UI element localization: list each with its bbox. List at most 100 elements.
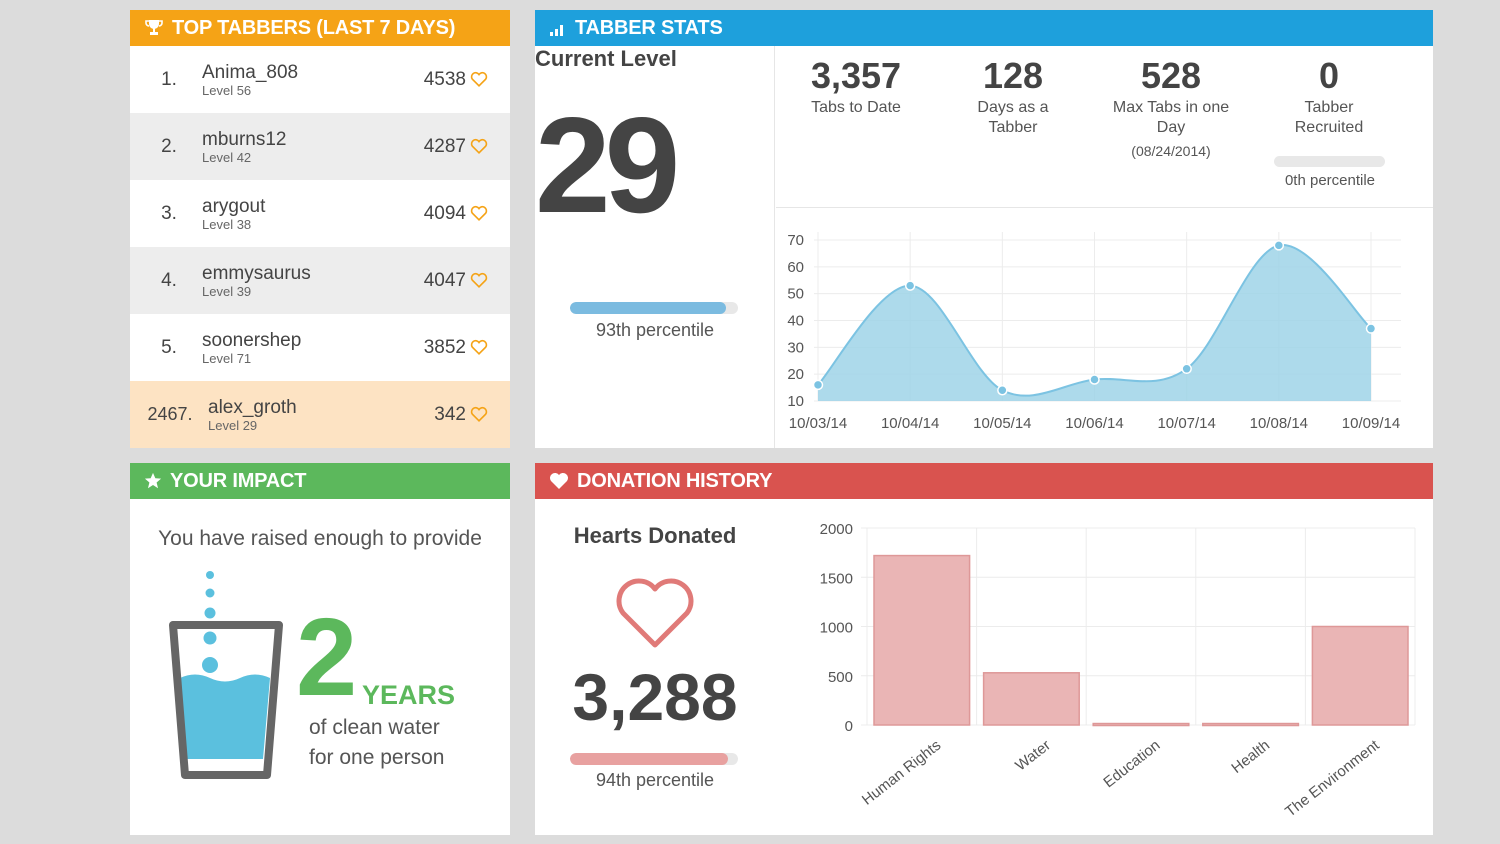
series-area	[818, 244, 1371, 401]
top-tabbers-panel: TOP TABBERS (LAST 7 DAYS) 1. Anima_808 Lev…	[130, 10, 510, 448]
x-tick-label: Human Rights	[859, 737, 944, 809]
y-tick-label: 0	[845, 718, 853, 735]
x-tick-label: 10/08/14	[1250, 415, 1308, 432]
tabber-identity: arygout Level 38	[202, 196, 424, 232]
tabber-identity: mburns12 Level 42	[202, 129, 424, 165]
bar	[1092, 722, 1190, 727]
heart-outline-icon	[470, 340, 488, 355]
donation-percentile-fill	[570, 753, 728, 765]
tabber-score: 4538	[423, 68, 466, 90]
heart-outline-icon	[470, 407, 488, 422]
y-tick-label: 60	[787, 259, 804, 276]
tabber-level: Level 42	[202, 149, 252, 165]
tabber-identity: alex_groth Level 29	[208, 397, 434, 433]
donation-percentile-label: 94th percentile	[595, 770, 715, 790]
y-tick-label: 500	[828, 669, 853, 686]
recruited-percentile-label: 0th percentile	[1284, 172, 1376, 189]
hearts-donated-label: Hearts Donated	[573, 523, 737, 548]
impact-amount: 2	[296, 596, 358, 719]
tabber-score: 4047	[423, 269, 466, 291]
bar	[1202, 722, 1300, 727]
y-tick-label: 1500	[820, 570, 853, 587]
tabber-name[interactable]: alex_groth	[208, 396, 297, 418]
tabber-stats-header: TABBER STATS	[535, 10, 1433, 46]
current-level-box	[535, 46, 775, 448]
heart-outline-icon	[616, 578, 694, 648]
y-tick-label: 30	[787, 339, 804, 356]
tabber-level: Level 56	[202, 82, 252, 98]
y-tick-label: 1000	[820, 620, 853, 637]
data-point	[1273, 240, 1285, 251]
data-point	[1365, 323, 1377, 334]
trophy-icon	[145, 20, 163, 35]
y-tick-label: 2000	[820, 521, 853, 538]
data-point	[904, 280, 916, 291]
top-tabbers-title: TOP TABBERS (LAST 7 DAYS)	[172, 17, 456, 39]
tabber-level: Level 39	[202, 283, 252, 299]
impact-line-2: for one person	[309, 746, 445, 769]
tabber-row[interactable]: 5. soonershep Level 71 3852	[130, 314, 510, 381]
water-glass-icon	[169, 571, 283, 779]
hearts-donated-value: 3,288	[572, 660, 738, 734]
y-tick-label: 10	[787, 393, 804, 410]
data-point	[1089, 374, 1100, 385]
tabber-row[interactable]: 1. Anima_808 Level 56 4538	[130, 46, 510, 113]
level-percentile-bar	[570, 302, 738, 314]
impact-unit: YEARS	[362, 680, 456, 710]
tabber-row[interactable]: 4. emmysaurus Level 39 4047	[130, 247, 510, 314]
tabber-rank: 2.	[161, 135, 177, 157]
recruited-percentile-bar	[1274, 156, 1385, 167]
your-impact-header: YOUR IMPACT	[130, 463, 510, 499]
tabber-row[interactable]: 2. mburns12 Level 42 4287	[130, 113, 510, 180]
tabber-score: 3852	[423, 336, 466, 358]
data-point	[997, 385, 1008, 396]
x-tick-label: 10/04/14	[881, 415, 939, 432]
tabber-row[interactable]: 2467. alex_groth Level 29 342	[130, 381, 510, 448]
tabber-rank: 5.	[161, 336, 177, 358]
signal-bars-icon	[550, 25, 563, 36]
donation-percentile-bar	[570, 753, 738, 765]
y-tick-label: 20	[787, 366, 804, 383]
donation-history-header: DONATION HISTORY	[535, 463, 1433, 499]
current-level-value: 29	[535, 89, 680, 241]
tabs-to-date-stat: 3,357 Tabs to Date	[793, 54, 919, 118]
max-tabs-stat: 528 Max Tabs in one Day (08/24/2014)	[1105, 54, 1237, 164]
bar	[1311, 625, 1409, 726]
heart-outline-icon	[470, 139, 488, 154]
donations-by-cause-chart: 0 500 1000 1500 2000 Human Rights Water Educati…	[820, 521, 1416, 820]
level-percentile-fill	[570, 302, 727, 314]
recruited-label: Tabber Recruited	[1294, 99, 1364, 136]
recruited-stat: 0 Tabber Recruited	[1273, 54, 1385, 138]
tabber-identity: soonershep Level 71	[202, 330, 424, 366]
x-tick-label: Water	[1012, 737, 1054, 775]
x-tick-label: 10/03/14	[789, 415, 847, 432]
days-as-tabber-label: Days as a Tabber	[977, 99, 1049, 136]
tabber-name[interactable]: mburns12	[202, 128, 287, 150]
x-tick-label: The Environment	[1282, 736, 1383, 820]
max-tabs-label: Max Tabs in one Day	[1112, 99, 1230, 136]
tabber-name[interactable]: Anima_808	[202, 61, 299, 83]
top-tabbers-header: TOP TABBERS (LAST 7 DAYS)	[130, 10, 510, 46]
x-tick-label: 10/05/14	[973, 415, 1031, 432]
x-tick-label: Health	[1228, 737, 1273, 777]
star-icon	[144, 472, 162, 489]
stats-divider	[776, 207, 1433, 208]
tabber-level: Level 71	[202, 350, 252, 366]
impact-lead-text: You have raised enough to provide	[158, 527, 482, 550]
days-as-tabber-value: 128	[982, 55, 1044, 96]
tabber-identity: emmysaurus Level 39	[202, 263, 424, 299]
y-tick-label: 70	[787, 232, 804, 249]
heart-outline-icon	[470, 72, 488, 87]
data-point	[812, 379, 824, 391]
tabber-level: Level 38	[202, 216, 252, 232]
tabber-score: 4287	[423, 135, 466, 157]
days-as-tabber-stat: 128 Days as a Tabber	[963, 54, 1063, 138]
tabber-score: 4094	[423, 202, 466, 224]
tabber-score: 342	[434, 403, 466, 425]
tabber-name[interactable]: arygout	[202, 195, 266, 217]
tabber-row[interactable]: 3. arygout Level 38 4094	[130, 180, 510, 247]
tabber-name[interactable]: soonershep	[202, 329, 302, 351]
tabber-name[interactable]: emmysaurus	[202, 262, 311, 284]
heart-outline-icon	[470, 206, 488, 221]
heart-icon	[550, 473, 568, 489]
